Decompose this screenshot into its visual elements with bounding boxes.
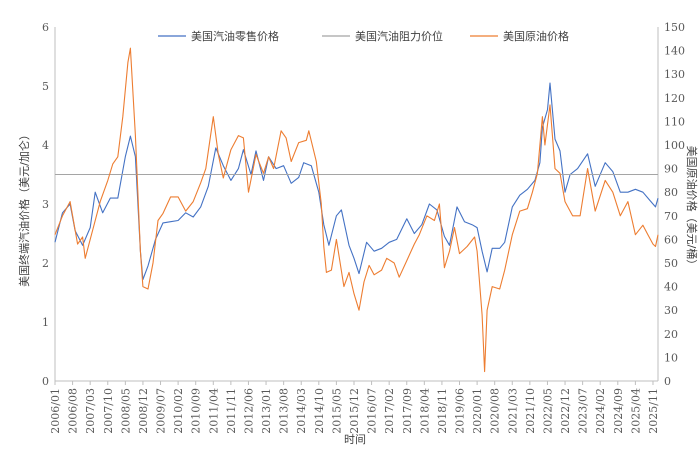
legend-label-3: 美国原油价格 — [503, 29, 569, 43]
x-tick-label: 2020/01 — [471, 388, 484, 434]
series-line-3 — [54, 47, 659, 373]
right-y-axis: 0 10 20 30 40 50 60 70 80 90 100 110 120 130 140 150 — [657, 21, 685, 388]
right-y-tick-label: 150 — [664, 21, 685, 34]
x-tick-label: 2024/09 — [612, 388, 625, 434]
x-axis: 2006/01 2006/08 2007/03 2007/10 2008/05 2008/… — [49, 380, 660, 434]
left-y-axis-title: 美国终端汽油价格（美元/加仑） — [17, 129, 31, 287]
legend: 美国汽油零售价格 美国汽油阻力价位 美国原油价格 — [158, 29, 569, 43]
legend-label-2: 美国汽油阻力价位 — [355, 29, 443, 43]
left-y-tick-label: 3 — [42, 198, 49, 211]
x-tick-label: 2012/06 — [242, 388, 255, 434]
x-tick-label: 2023/07 — [577, 388, 590, 434]
x-tick-label: 2007/10 — [102, 388, 115, 434]
x-tick-label: 2007/03 — [84, 388, 97, 434]
x-tick-label: 2014/10 — [313, 388, 326, 434]
right-y-tick-label: 140 — [664, 45, 685, 58]
x-tick-label: 2019/06 — [454, 388, 467, 434]
left-y-tick-label: 4 — [42, 139, 49, 152]
x-tick-label: 2008/05 — [119, 388, 132, 434]
x-tick-label: 2008/12 — [137, 388, 150, 434]
right-y-tick-label: 90 — [664, 163, 678, 176]
x-tick-label: 2010/09 — [190, 388, 203, 434]
x-tick-label: 2006/01 — [49, 388, 62, 434]
right-y-tick-label: 70 — [664, 210, 678, 223]
x-tick-label: 2025/04 — [629, 388, 642, 434]
left-y-tick-label: 2 — [42, 257, 49, 270]
right-y-tick-label: 50 — [664, 257, 678, 270]
x-tick-label: 2017/02 — [383, 388, 396, 434]
x-tick-label: 2017/09 — [401, 388, 414, 434]
right-y-tick-label: 0 — [664, 375, 671, 388]
x-tick-label: 2013/08 — [278, 388, 291, 434]
x-tick-label: 2006/08 — [67, 388, 80, 434]
x-tick-label: 2021/03 — [506, 388, 519, 434]
series-line-1 — [54, 82, 659, 281]
right-y-tick-label: 110 — [664, 115, 685, 128]
right-y-axis-title: 美国原油价格（美元/桶） — [685, 146, 699, 271]
left-y-tick-label: 5 — [42, 80, 49, 93]
x-tick-label: 2011/04 — [207, 388, 220, 434]
x-tick-label: 2018/04 — [418, 388, 431, 434]
x-axis-title: 时间 — [344, 433, 366, 446]
right-y-tick-label: 20 — [664, 328, 678, 341]
x-tick-label: 2016/07 — [366, 388, 379, 434]
series-layer — [54, 47, 659, 373]
x-tick-label: 2009/07 — [155, 388, 168, 434]
x-tick-label: 2025/11 — [647, 388, 660, 434]
x-tick-label: 2011/11 — [225, 388, 238, 434]
right-y-tick-label: 30 — [664, 304, 678, 317]
x-tick-label: 2013/01 — [260, 388, 273, 434]
left-y-tick-label: 6 — [42, 21, 49, 34]
x-tick-label: 2014/03 — [295, 388, 308, 434]
left-y-tick-label: 1 — [42, 316, 49, 329]
x-tick-label: 2020/08 — [489, 388, 502, 434]
right-y-tick-label: 100 — [664, 139, 685, 152]
x-tick-label: 2015/12 — [348, 388, 361, 434]
right-y-tick-label: 10 — [664, 351, 678, 364]
x-tick-label: 2018/11 — [436, 388, 449, 434]
x-tick-label: 2021/10 — [524, 388, 537, 434]
right-y-tick-label: 130 — [664, 68, 685, 81]
right-y-tick-label: 80 — [664, 186, 678, 199]
right-y-tick-label: 40 — [664, 281, 678, 294]
x-tick-label: 2015/05 — [330, 388, 343, 434]
left-y-tick-label: 0 — [42, 375, 49, 388]
x-tick-label: 2022/05 — [541, 388, 554, 434]
x-tick-label: 2022/12 — [559, 388, 572, 434]
right-y-tick-label: 120 — [664, 92, 685, 105]
legend-label-1: 美国汽油零售价格 — [191, 29, 279, 43]
x-tick-label: 2024/02 — [594, 388, 607, 434]
left-y-axis: 0 1 2 3 4 5 6 — [42, 21, 56, 388]
right-y-tick-label: 60 — [664, 233, 678, 246]
x-tick-label: 2010/02 — [172, 388, 185, 434]
